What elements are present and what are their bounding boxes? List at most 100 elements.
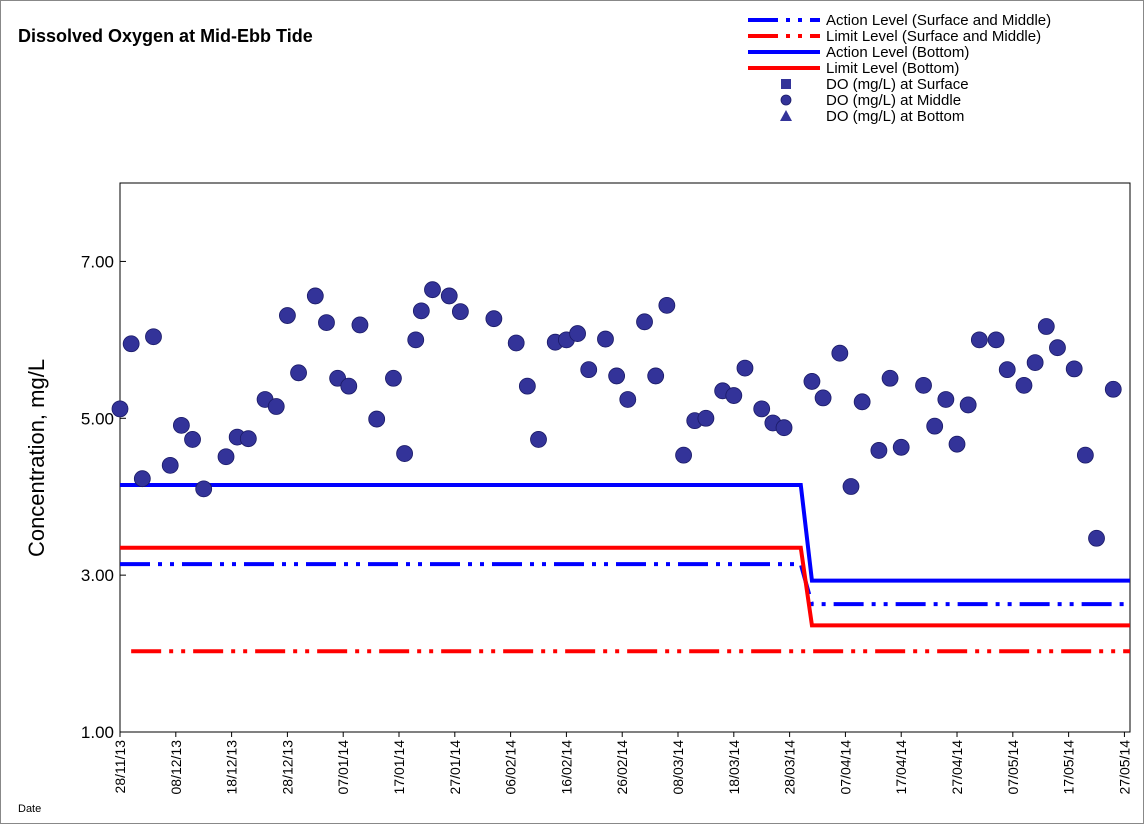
data-point xyxy=(842,478,860,495)
data-point xyxy=(161,456,179,474)
y-axis-title: Concentration, mg/L xyxy=(24,359,49,557)
data-point xyxy=(279,307,296,324)
data-point xyxy=(111,400,129,418)
data-point xyxy=(697,409,715,427)
chart-title: Dissolved Oxygen at Mid-Ebb Tide xyxy=(18,26,313,46)
x-tick-label: 07/04/14 xyxy=(837,740,853,795)
data-point xyxy=(959,396,977,414)
data-point xyxy=(407,331,425,349)
data-point xyxy=(853,393,871,411)
data-point xyxy=(753,400,771,418)
x-tick-label: 17/01/14 xyxy=(391,740,407,795)
data-point xyxy=(998,361,1016,379)
x-tick-label: 27/05/14 xyxy=(1116,740,1132,795)
data-point xyxy=(290,364,307,382)
legend-label: DO (mg/L) at Bottom xyxy=(826,108,964,125)
level-line xyxy=(120,482,1130,583)
data-point xyxy=(948,435,966,453)
data-point xyxy=(351,316,369,334)
data-point xyxy=(451,303,469,321)
legend-swatch xyxy=(780,110,792,121)
y-tick-label: 1.00 xyxy=(81,723,114,742)
data-point xyxy=(195,480,213,498)
data-point xyxy=(675,446,692,464)
data-point xyxy=(647,367,665,385)
data-point xyxy=(530,431,547,448)
data-point xyxy=(775,419,793,437)
legend-swatch xyxy=(781,79,791,89)
x-tick-label: 18/12/13 xyxy=(224,740,240,795)
y-tick-label: 7.00 xyxy=(81,252,114,271)
level-line xyxy=(120,545,1130,628)
data-point xyxy=(518,377,536,395)
data-point xyxy=(440,287,458,305)
x-tick-label: 07/01/14 xyxy=(335,740,351,795)
data-point xyxy=(1049,339,1066,357)
data-point xyxy=(619,391,637,408)
data-point xyxy=(1065,360,1083,378)
data-point xyxy=(368,410,386,428)
data-point xyxy=(658,296,676,314)
legend-label: DO (mg/L) at Middle xyxy=(826,92,961,109)
data-point xyxy=(580,361,598,379)
data-point xyxy=(396,445,413,462)
x-tick-label: 17/04/14 xyxy=(893,740,909,795)
data-point xyxy=(1037,318,1055,335)
data-point xyxy=(122,335,140,353)
data-point xyxy=(970,331,988,349)
data-point xyxy=(385,369,402,387)
x-axis-title: Date xyxy=(18,803,41,815)
legend-label: Action Level (Surface and Middle) xyxy=(826,12,1051,29)
data-point xyxy=(318,314,335,332)
legend-label: DO (mg/L) at Surface xyxy=(826,76,969,93)
data-point xyxy=(926,417,944,435)
x-tick-label: 16/02/14 xyxy=(558,740,574,795)
x-tick-label: 28/11/13 xyxy=(112,740,128,794)
data-point xyxy=(133,470,151,488)
x-tick-label: 06/02/14 xyxy=(503,740,519,795)
data-point xyxy=(608,367,626,385)
data-point xyxy=(831,344,849,362)
legend-label: Limit Level (Bottom) xyxy=(826,60,959,77)
x-tick-label: 26/02/14 xyxy=(614,740,630,795)
data-point xyxy=(915,376,932,394)
x-tick-label: 08/12/13 xyxy=(168,740,184,795)
data-point xyxy=(870,442,888,459)
data-point xyxy=(937,391,955,408)
data-point xyxy=(306,287,324,305)
data-point xyxy=(814,389,832,407)
x-tick-label: 18/03/14 xyxy=(726,740,742,795)
data-point xyxy=(145,328,162,346)
legend-label: Action Level (Bottom) xyxy=(826,44,969,61)
data-point xyxy=(507,334,525,352)
x-tick-label: 08/03/14 xyxy=(670,740,686,795)
data-point xyxy=(1026,354,1044,372)
data-point xyxy=(803,373,821,390)
data-point xyxy=(217,448,235,466)
x-tick-label: 28/03/14 xyxy=(782,740,798,795)
data-point xyxy=(736,359,754,377)
x-tick-label: 28/12/13 xyxy=(279,740,295,795)
data-point xyxy=(485,310,503,328)
data-point xyxy=(881,369,899,387)
data-point xyxy=(184,431,201,448)
data-point xyxy=(1088,529,1105,547)
data-point xyxy=(636,313,653,331)
legend-label: Limit Level (Surface and Middle) xyxy=(826,28,1041,45)
data-point xyxy=(1104,380,1122,398)
x-tick-label: 27/04/14 xyxy=(949,740,965,795)
x-tick-label: 27/01/14 xyxy=(447,740,463,795)
data-point xyxy=(569,325,586,342)
data-point xyxy=(1015,376,1033,394)
data-point xyxy=(424,281,441,299)
plot-frame xyxy=(119,182,1131,733)
y-tick-label: 3.00 xyxy=(81,566,114,585)
y-tick-label: 5.00 xyxy=(81,409,114,428)
data-point xyxy=(239,430,257,448)
legend-swatch xyxy=(780,94,792,106)
x-tick-label: 17/05/14 xyxy=(1061,740,1077,795)
data-point xyxy=(172,416,190,434)
data-point xyxy=(267,398,285,415)
